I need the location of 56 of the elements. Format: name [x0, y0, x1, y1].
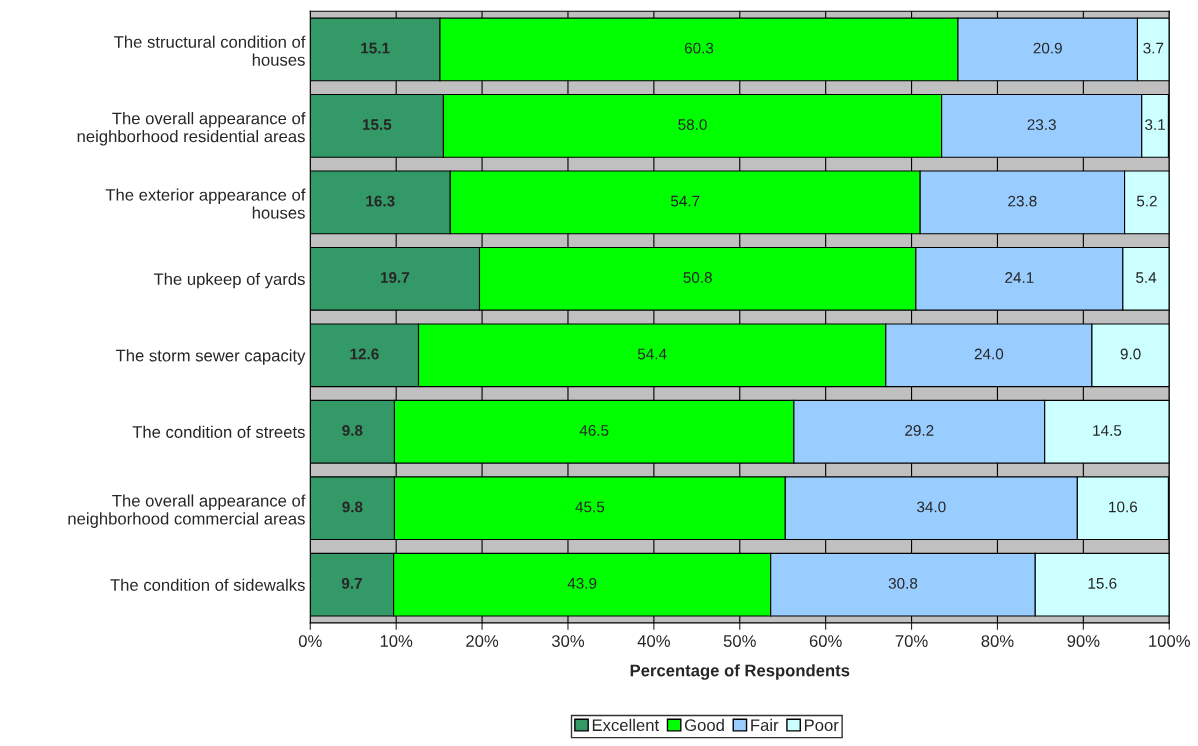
data-label: 23.3 — [1027, 119, 1056, 130]
data-label: 50.8 — [683, 272, 712, 283]
data-label: 24.0 — [974, 348, 1004, 360]
data-label: 12.6 — [350, 348, 379, 360]
data-label: 9.0 — [1120, 348, 1141, 360]
data-label: 54.4 — [637, 348, 667, 360]
data-label: 9.8 — [342, 501, 363, 513]
data-label: 54.7 — [670, 195, 700, 207]
legend-label: Fair — [751, 718, 779, 732]
data-label: 46.5 — [579, 425, 609, 436]
y-tick-label: The storm sewer capacity — [115, 349, 306, 365]
legend-label: Good — [684, 718, 724, 732]
data-label: 14.5 — [1093, 425, 1122, 436]
x-tick-label: 100% — [1149, 635, 1190, 647]
x-tick-label: 0% — [298, 635, 322, 647]
data-label: 15.1 — [361, 42, 390, 54]
data-label: 10.6 — [1109, 501, 1138, 513]
x-tick-label: 30% — [551, 635, 585, 647]
data-label: 24.1 — [1005, 272, 1034, 283]
y-tick-label: The upkeep of yards — [153, 272, 305, 289]
x-tick-label: 10% — [380, 635, 413, 647]
data-label: 23.8 — [1008, 195, 1037, 207]
x-axis-title: Percentage of Respondents — [630, 664, 850, 680]
data-label: 15.5 — [362, 119, 392, 130]
data-label: 58.0 — [678, 119, 707, 130]
data-label: 9.8 — [342, 425, 363, 436]
data-label: 30.8 — [888, 577, 918, 589]
data-label: 5.4 — [1136, 272, 1157, 283]
data-label: 29.2 — [905, 425, 934, 436]
x-tick-label: 80% — [981, 635, 1014, 647]
data-label: 60.3 — [684, 42, 714, 54]
data-label: 20.9 — [1033, 42, 1062, 54]
x-tick-label: 90% — [1067, 635, 1100, 647]
x-tick-label: 70% — [895, 635, 928, 647]
x-tick-label: 60% — [809, 635, 842, 647]
data-label: 34.0 — [917, 501, 946, 513]
y-tick-label: The exterior appearance of houses — [105, 188, 306, 219]
y-tick-label: The overall appearance of neighborhood residential areas — [77, 112, 306, 146]
data-label: 3.1 — [1145, 119, 1165, 130]
legend-label: Excellent — [592, 718, 660, 732]
legend-label: Poor — [804, 719, 839, 732]
x-tick-label: 40% — [637, 635, 670, 647]
y-tick-label: The condition of streets — [132, 425, 305, 438]
data-label: 45.5 — [575, 501, 605, 513]
data-label: 15.6 — [1088, 577, 1117, 589]
data-label: 43.9 — [567, 577, 597, 589]
y-tick-label: The structural condition of houses — [114, 35, 306, 66]
data-label: 5.2 — [1136, 195, 1157, 207]
x-tick-label: 20% — [466, 635, 499, 647]
data-label: 16.3 — [366, 195, 395, 207]
data-label: 3.7 — [1143, 42, 1164, 54]
data-label: 9.7 — [341, 577, 362, 589]
y-tick-label: The condition of sidewalks — [110, 578, 305, 591]
y-tick-label: The overall appearance of neighborhood commercial areas — [68, 494, 306, 528]
x-tick-label: 50% — [723, 635, 756, 647]
data-label: 19.7 — [380, 272, 410, 283]
